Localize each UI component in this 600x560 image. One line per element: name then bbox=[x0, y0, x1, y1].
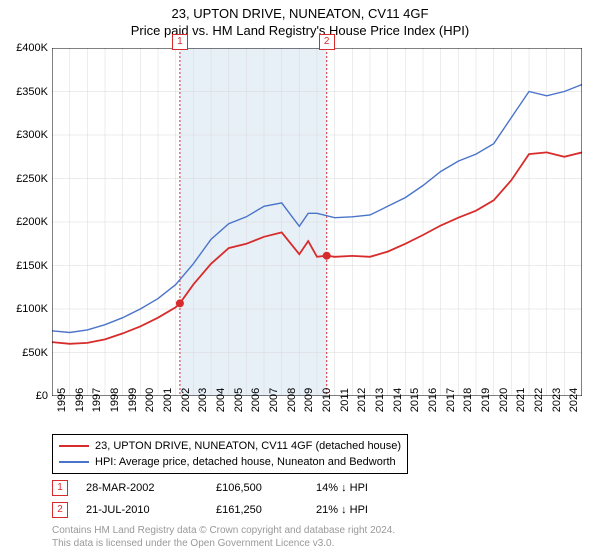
chart-area: £0£50K£100K£150K£200K£250K£300K£350K£400… bbox=[52, 48, 582, 396]
event-pct: 21% ↓ HPI bbox=[316, 504, 436, 516]
x-tick-label: 2024 bbox=[568, 388, 580, 412]
title-area: 23, UPTON DRIVE, NUNEATON, CV11 4GF Pric… bbox=[0, 0, 600, 38]
title-main: 23, UPTON DRIVE, NUNEATON, CV11 4GF bbox=[0, 6, 600, 21]
legend-box: 23, UPTON DRIVE, NUNEATON, CV11 4GF (det… bbox=[52, 434, 408, 474]
y-tick-label: £300K bbox=[16, 129, 48, 141]
footer: Contains HM Land Registry data © Crown c… bbox=[52, 524, 395, 550]
x-tick-label: 2002 bbox=[180, 388, 192, 412]
x-tick-label: 2017 bbox=[445, 388, 457, 412]
event-date: 28-MAR-2002 bbox=[86, 482, 216, 494]
x-tick-label: 2013 bbox=[374, 388, 386, 412]
x-tick-label: 2000 bbox=[144, 388, 156, 412]
event-row: 2 21-JUL-2010£161,25021% ↓ HPI bbox=[52, 500, 436, 520]
title-sub: Price paid vs. HM Land Registry's House … bbox=[0, 23, 600, 38]
y-tick-label: £400K bbox=[16, 42, 48, 54]
x-tick-label: 1999 bbox=[127, 388, 139, 412]
x-tick-label: 1997 bbox=[91, 388, 103, 412]
x-tick-label: 2023 bbox=[551, 388, 563, 412]
y-tick-label: £100K bbox=[16, 303, 48, 315]
legend-swatch bbox=[59, 461, 89, 463]
event-number-box: 1 bbox=[52, 480, 68, 496]
x-tick-label: 2019 bbox=[480, 388, 492, 412]
y-tick-label: £50K bbox=[22, 347, 48, 359]
y-tick-label: £200K bbox=[16, 216, 48, 228]
x-tick-label: 2006 bbox=[250, 388, 262, 412]
x-tick-label: 2016 bbox=[427, 388, 439, 412]
event-date: 21-JUL-2010 bbox=[86, 504, 216, 516]
x-tick-label: 2010 bbox=[321, 388, 333, 412]
x-tick-label: 2011 bbox=[339, 388, 351, 412]
x-tick-label: 1998 bbox=[109, 388, 121, 412]
x-tick-label: 2012 bbox=[356, 388, 368, 412]
x-tick-label: 2005 bbox=[233, 388, 245, 412]
x-tick-label: 2004 bbox=[215, 388, 227, 412]
event-pct: 14% ↓ HPI bbox=[316, 482, 436, 494]
x-tick-label: 2022 bbox=[533, 388, 545, 412]
y-tick-label: £0 bbox=[36, 390, 48, 402]
x-tick-label: 1996 bbox=[74, 388, 86, 412]
y-tick-label: £250K bbox=[16, 173, 48, 185]
x-tick-label: 2015 bbox=[409, 388, 421, 412]
y-tick-label: £150K bbox=[16, 260, 48, 272]
x-tick-label: 2003 bbox=[197, 388, 209, 412]
event-row: 1 28-MAR-2002£106,50014% ↓ HPI bbox=[52, 478, 436, 498]
event-price: £106,500 bbox=[216, 482, 316, 494]
legend-swatch bbox=[59, 445, 89, 447]
x-tick-label: 2021 bbox=[515, 388, 527, 412]
footer-line1: Contains HM Land Registry data © Crown c… bbox=[52, 524, 395, 537]
x-tick-label: 1995 bbox=[56, 388, 68, 412]
event-marker-label: 2 bbox=[319, 34, 335, 50]
x-tick-label: 2009 bbox=[303, 388, 315, 412]
footer-line2: This data is licensed under the Open Gov… bbox=[52, 537, 395, 550]
event-marker-label: 1 bbox=[172, 34, 188, 50]
x-tick-label: 2020 bbox=[498, 388, 510, 412]
chart-container: 23, UPTON DRIVE, NUNEATON, CV11 4GF Pric… bbox=[0, 0, 600, 560]
x-tick-label: 2018 bbox=[462, 388, 474, 412]
x-tick-label: 2014 bbox=[392, 388, 404, 412]
legend-row: HPI: Average price, detached house, Nune… bbox=[59, 454, 401, 470]
event-number-box: 2 bbox=[52, 502, 68, 518]
event-price: £161,250 bbox=[216, 504, 316, 516]
x-tick-label: 2007 bbox=[268, 388, 280, 412]
events-table: 1 28-MAR-2002£106,50014% ↓ HPI 2 21-JUL-201… bbox=[52, 478, 436, 522]
x-tick-label: 2008 bbox=[286, 388, 298, 412]
legend-label: HPI: Average price, detached house, Nune… bbox=[95, 456, 396, 468]
x-tick-label: 2001 bbox=[162, 388, 174, 412]
plot-svg bbox=[52, 48, 582, 396]
legend-label: 23, UPTON DRIVE, NUNEATON, CV11 4GF (det… bbox=[95, 440, 401, 452]
y-tick-label: £350K bbox=[16, 86, 48, 98]
legend-row: 23, UPTON DRIVE, NUNEATON, CV11 4GF (det… bbox=[59, 438, 401, 454]
